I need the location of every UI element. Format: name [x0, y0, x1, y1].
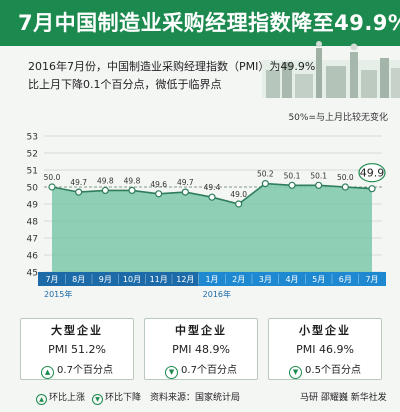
legend-up: ▲ 环比上涨	[36, 390, 85, 405]
data-label: 49.4	[204, 183, 221, 192]
data-point	[75, 188, 83, 196]
arrow-up-icon: ▲	[41, 366, 55, 379]
year-label: 2016年	[203, 289, 231, 299]
card-value: PMI 46.9%	[296, 343, 354, 356]
data-point	[261, 179, 269, 188]
arrow-down-icon: ▼	[289, 366, 303, 379]
card-small-enterprise: 小型企业 PMI 46.9% ▼ 0.5个百分点	[268, 318, 382, 380]
data-label: 50.0	[337, 173, 354, 182]
x-tick-label: 12月	[176, 275, 194, 284]
baseline-note: 50%=与上月比较无变化	[288, 113, 388, 123]
intro-line-2: 比上月下降0.1个百分点，微低于临界点	[28, 78, 222, 91]
credit-note: 马研 邵耀巍 新华社发	[300, 393, 387, 403]
card-title: 小型企业	[299, 324, 351, 337]
title-bar: 7月中国制造业采购经理指数降至49.9%	[0, 0, 400, 46]
y-tick-label: 52	[27, 150, 38, 160]
data-label: 49.7	[177, 178, 194, 187]
data-point	[208, 193, 216, 201]
axis-band-2016	[198, 272, 386, 286]
data-point	[48, 183, 56, 191]
x-tick-label: 10月	[123, 275, 141, 284]
factory-skyline-icon	[262, 41, 400, 98]
data-label: 49.8	[124, 176, 141, 185]
source-note: 资料来源：国家统计局	[150, 393, 241, 403]
y-tick-label: 53	[27, 133, 38, 143]
data-label: 50.1	[310, 171, 327, 180]
area-fill	[52, 183, 372, 272]
arrow-up-icon: ▲	[36, 394, 47, 405]
card-change: ▲ 0.7个百分点	[21, 361, 133, 379]
page-title: 7月中国制造业采购经理指数降至49.9%	[18, 11, 400, 35]
card-value: PMI 51.2%	[48, 343, 106, 356]
data-label: 49.0	[230, 190, 247, 199]
data-label: 49.7	[70, 178, 87, 187]
y-tick-label: 50	[27, 184, 39, 194]
card-change: ▼ 0.5个百分点	[269, 361, 381, 379]
x-tick-label: 4月	[285, 275, 298, 284]
data-label: 49.8	[97, 176, 114, 185]
card-title: 中型企业	[175, 324, 227, 337]
data-point	[128, 186, 136, 195]
data-point	[155, 190, 163, 198]
card-value: PMI 48.9%	[172, 343, 230, 356]
data-point	[181, 188, 189, 196]
data-point	[235, 200, 243, 208]
data-label: 50.0	[44, 173, 61, 182]
y-tick-label: 46	[27, 252, 39, 262]
card-medium-enterprise: 中型企业 PMI 48.9% ▼ 0.7个百分点	[144, 318, 258, 380]
x-tick-label: 5月	[312, 275, 325, 284]
data-point	[368, 185, 376, 193]
x-tick-label: 6月	[339, 275, 352, 284]
x-tick-label: 7月	[45, 275, 58, 284]
data-label: 50.2	[257, 170, 274, 179]
intro-line-1: 2016年7月份，中国制造业采购经理指数（PMI）为49.9%	[28, 60, 316, 73]
y-tick-label: 47	[27, 235, 38, 245]
x-tick-label: 3月	[259, 275, 272, 284]
card-change: ▼ 0.7个百分点	[145, 361, 257, 379]
y-tick-label: 48	[27, 218, 39, 228]
x-tick-label: 7月	[365, 275, 378, 284]
data-label: 50.1	[284, 171, 301, 180]
intro-text: 2016年7月份，中国制造业采购经理指数（PMI）为49.9% 比上月下降0.1…	[28, 58, 318, 94]
footer: ▲ 环比上涨 ▼ 环比下降 资料来源：国家统计局 马研 邵耀巍 新华社发	[0, 386, 400, 408]
y-tick-label: 45	[27, 269, 38, 279]
highlight-bubble	[358, 163, 386, 183]
x-tick-label: 9月	[99, 275, 112, 284]
y-tick-label: 51	[27, 167, 38, 177]
y-tick-label: 49	[27, 201, 39, 211]
arrow-down-icon: ▼	[92, 394, 103, 405]
data-point	[315, 181, 323, 189]
year-label: 2015年	[44, 289, 72, 299]
data-point	[341, 183, 349, 191]
axis-band-2015	[38, 272, 199, 286]
legend-down: ▼ 环比下降	[92, 390, 141, 405]
data-label: 49.9	[360, 167, 385, 180]
enterprise-cards: 大型企业 PMI 51.2% ▲ 0.7个百分点 中型企业 PMI 48.9% ▼…	[0, 318, 400, 380]
data-point	[101, 186, 109, 195]
data-label: 49.6	[150, 180, 167, 189]
x-tick-label: 11月	[150, 275, 168, 284]
x-tick-label: 8月	[72, 275, 85, 284]
card-large-enterprise: 大型企业 PMI 51.2% ▲ 0.7个百分点	[20, 318, 134, 380]
arrow-down-icon: ▼	[165, 366, 179, 379]
data-point	[288, 181, 296, 189]
x-tick-label: 1月	[205, 275, 218, 284]
card-title: 大型企业	[51, 324, 103, 337]
pmi-area-chart: 45 46 47 48 49 50 51 52 53 50.0 49.7 49.8 49.8 49.6 49…	[27, 133, 386, 299]
x-tick-label: 2月	[232, 275, 245, 284]
